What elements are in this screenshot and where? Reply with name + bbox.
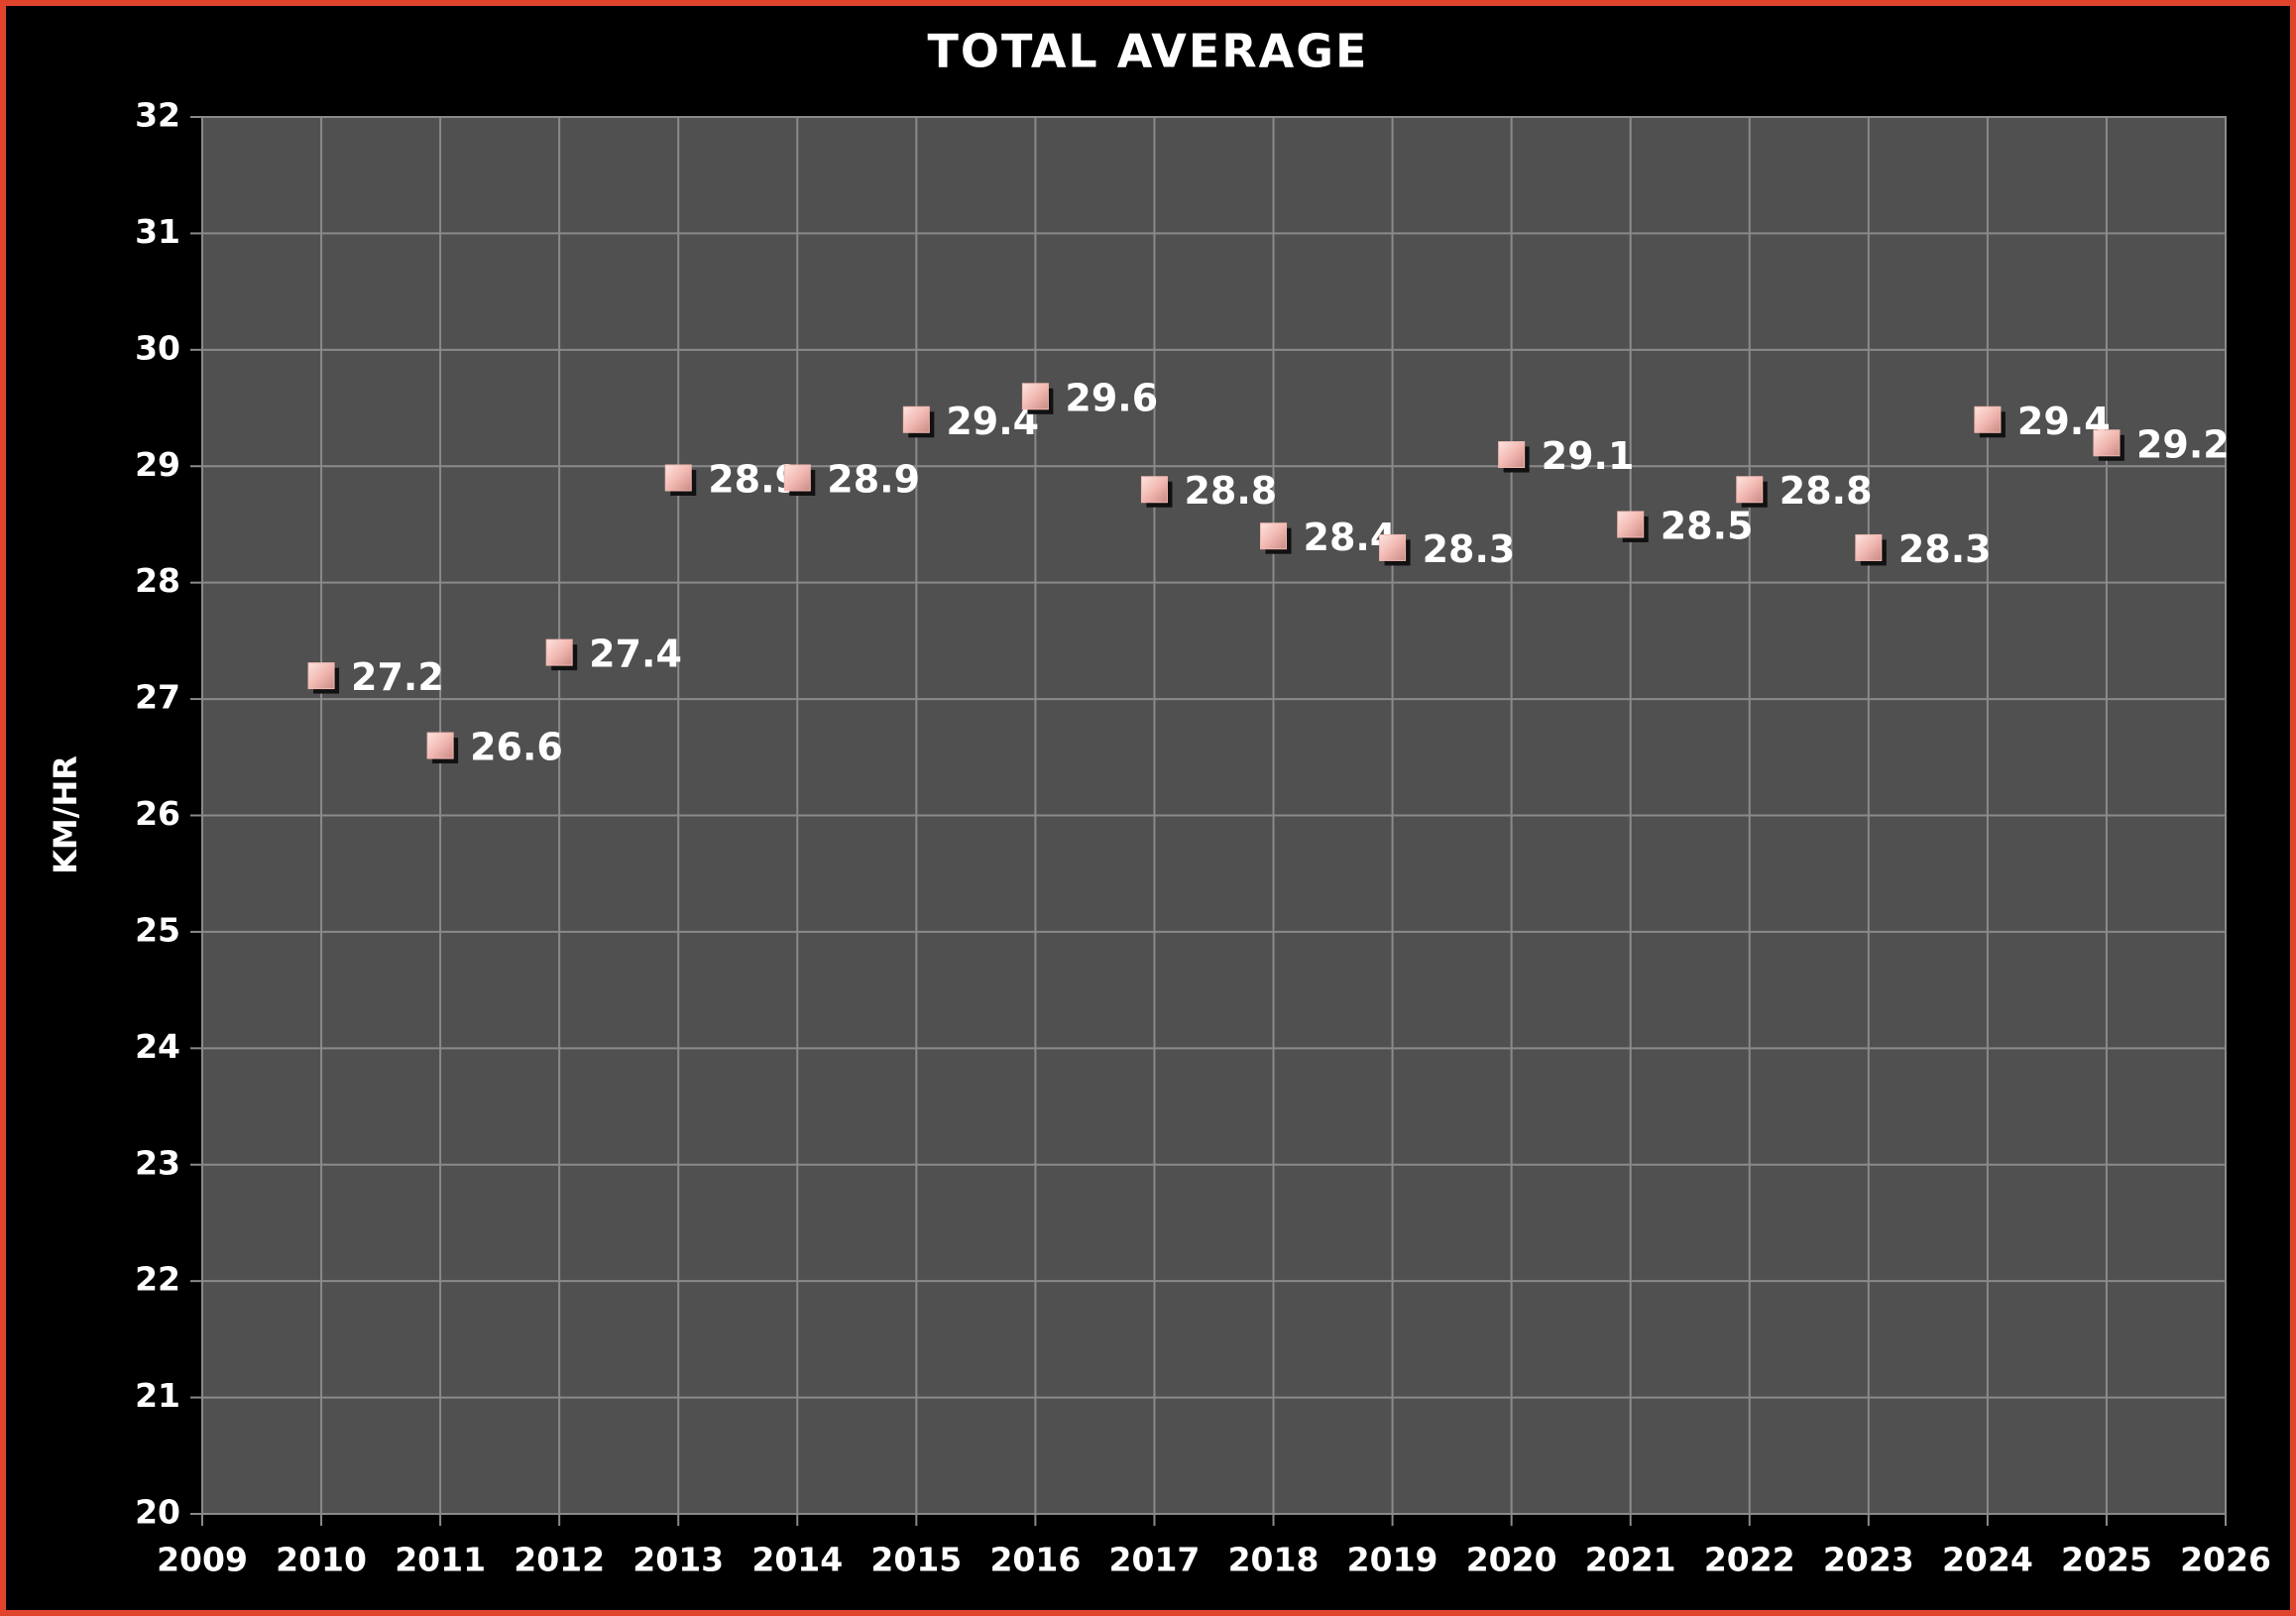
y-tick-label: 32 — [135, 96, 180, 135]
y-tick-label: 26 — [135, 794, 180, 833]
data-label: 28.9 — [827, 457, 920, 501]
y-tick-label: 25 — [135, 910, 180, 949]
y-tick-label: 29 — [135, 445, 180, 484]
x-tick-label: 2018 — [1228, 1541, 1320, 1579]
chart-title: TOTAL AVERAGE — [928, 25, 1369, 78]
marker — [1260, 522, 1288, 550]
data-label: 29.1 — [1542, 434, 1635, 478]
plot-border — [201, 116, 2227, 1515]
x-tick-label: 2010 — [276, 1541, 367, 1579]
data-label: 29.2 — [2136, 422, 2230, 466]
marker — [2093, 429, 2121, 457]
marker — [1379, 533, 1407, 561]
x-tick-label: 2015 — [870, 1541, 962, 1579]
data-label: 28.5 — [1661, 504, 1754, 547]
y-tick-label: 24 — [135, 1027, 180, 1066]
x-tick-label: 2021 — [1585, 1541, 1676, 1579]
y-tick-label: 21 — [135, 1376, 180, 1415]
x-tick-label: 2022 — [1704, 1541, 1795, 1579]
marker — [1140, 476, 1168, 504]
y-tick-label: 20 — [135, 1493, 180, 1532]
data-label: 27.4 — [589, 633, 682, 676]
y-tick-label: 27 — [135, 678, 180, 717]
marker — [426, 732, 454, 759]
marker — [902, 405, 930, 433]
x-tick-label: 2011 — [395, 1541, 486, 1579]
data-label: 28.3 — [1423, 527, 1516, 571]
data-label: 29.6 — [1065, 376, 1158, 419]
y-tick-label: 22 — [135, 1260, 180, 1299]
marker — [1855, 533, 1883, 561]
marker — [664, 464, 692, 492]
x-tick-label: 2026 — [2180, 1541, 2271, 1579]
x-tick-label: 2016 — [989, 1541, 1081, 1579]
marker — [783, 464, 811, 492]
y-tick-label: 30 — [135, 328, 180, 367]
data-label: 27.2 — [351, 655, 444, 699]
x-tick-label: 2024 — [1942, 1541, 2033, 1579]
marker — [1021, 383, 1049, 410]
marker — [1617, 511, 1645, 538]
x-tick-label: 2013 — [632, 1541, 724, 1579]
y-tick-label: 28 — [135, 561, 180, 600]
y-tick-label: 31 — [135, 212, 180, 251]
x-tick-label: 2017 — [1109, 1541, 1201, 1579]
marker — [1736, 476, 1764, 504]
marker — [1974, 405, 2002, 433]
marker — [545, 638, 573, 666]
marker — [307, 662, 335, 690]
marker — [1498, 441, 1526, 469]
y-axis-label: KM/HR — [47, 755, 84, 874]
x-tick-label: 2025 — [2061, 1541, 2152, 1579]
data-label: 28.3 — [1898, 527, 1992, 571]
data-label: 28.8 — [1779, 469, 1873, 513]
x-tick-label: 2023 — [1823, 1541, 1914, 1579]
y-tick-label: 23 — [135, 1143, 180, 1182]
data-label: 28.8 — [1184, 469, 1277, 513]
data-label: 26.6 — [470, 726, 563, 769]
x-tick-label: 2012 — [514, 1541, 605, 1579]
x-tick-label: 2019 — [1347, 1541, 1438, 1579]
x-tick-label: 2020 — [1466, 1541, 1557, 1579]
x-tick-label: 2014 — [751, 1541, 843, 1579]
x-tick-label: 2009 — [157, 1541, 248, 1579]
